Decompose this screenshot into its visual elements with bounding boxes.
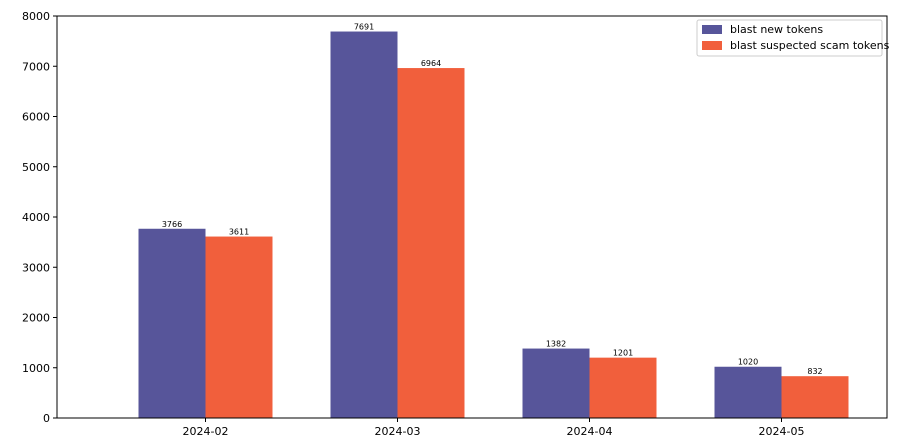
bar-value-label: 6964 — [421, 59, 441, 68]
y-tick-label: 3000 — [22, 261, 50, 274]
legend-swatch-new-tokens — [702, 25, 722, 34]
legend-swatch-scam-tokens — [702, 41, 722, 50]
bar-new-tokens-2024-03 — [330, 31, 398, 418]
y-tick-label: 1000 — [22, 362, 50, 375]
bar-scam-tokens-2024-05 — [781, 376, 849, 418]
bar-value-label: 3611 — [229, 228, 249, 237]
x-tick-label: 2024-03 — [375, 425, 421, 438]
bar-new-tokens-2024-04 — [522, 348, 590, 418]
bar-value-label: 1020 — [738, 358, 758, 367]
y-tick-label: 2000 — [22, 312, 50, 325]
plot-area-frame — [56, 15, 888, 419]
bar-value-label: 1382 — [546, 340, 566, 349]
bar-value-label: 7691 — [354, 23, 374, 32]
legend: blast new tokens blast suspected scam to… — [696, 19, 890, 57]
legend-label-scam-tokens: blast suspected scam tokens — [730, 39, 890, 52]
bar-value-label: 1201 — [613, 349, 633, 358]
legend-box — [696, 19, 883, 57]
bar-scam-tokens-2024-03 — [397, 68, 465, 419]
bar-scam-tokens-2024-02 — [205, 236, 273, 418]
y-tick-label: 4000 — [22, 211, 50, 224]
y-axis: 0 1000 2000 3000 4000 5000 6000 7000 8000 — [22, 10, 57, 425]
y-tick-label: 6000 — [22, 111, 50, 124]
bar-new-tokens-2024-02 — [138, 228, 206, 418]
y-tick-label: 0 — [43, 412, 50, 425]
y-tick-label: 7000 — [22, 60, 50, 73]
x-tick-label: 2024-04 — [567, 425, 613, 438]
y-tick-label: 5000 — [22, 161, 50, 174]
data-labels: 3766 7691 1382 1020 3611 6964 1201 832 — [162, 23, 823, 377]
x-tick-label: 2024-02 — [183, 425, 229, 438]
bar-new-tokens-2024-05 — [714, 366, 782, 418]
bars — [138, 31, 849, 419]
bar-value-label: 3766 — [162, 220, 182, 229]
bar-value-label: 832 — [807, 367, 822, 376]
x-axis: 2024-02 2024-03 2024-04 2024-05 — [183, 418, 805, 438]
y-tick-label: 8000 — [22, 10, 50, 23]
bar-scam-tokens-2024-04 — [589, 357, 657, 418]
legend-label-new-tokens: blast new tokens — [730, 23, 823, 36]
x-tick-label: 2024-05 — [759, 425, 805, 438]
